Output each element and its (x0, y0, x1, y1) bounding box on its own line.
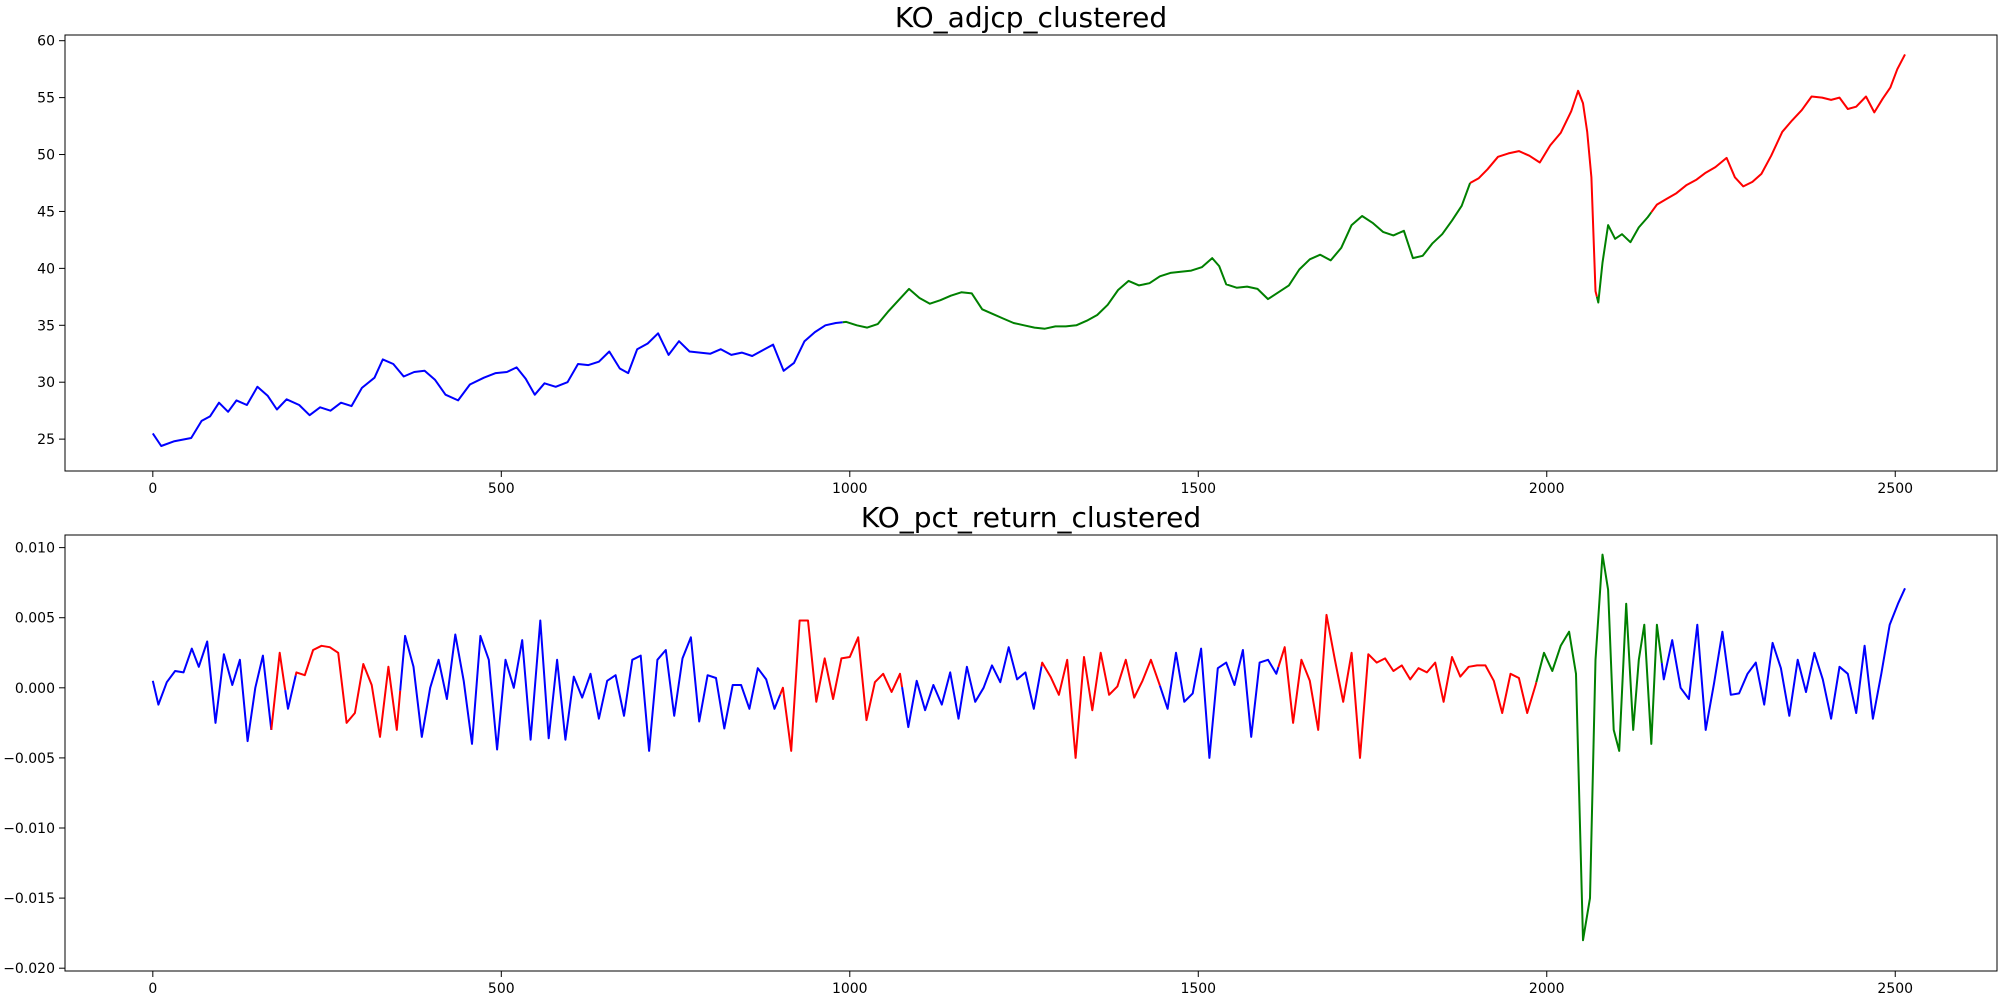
price-y-tick-label: 60 (37, 34, 55, 50)
return-x-tick-label: 500 (488, 981, 515, 997)
return-y-tick-label: 0.000 (15, 681, 55, 697)
return-y-tick-label: −0.015 (3, 891, 55, 907)
price-series-segment-green (842, 182, 1472, 330)
return-series-segment-red (294, 644, 402, 738)
price-x-tick-label: 500 (488, 481, 515, 497)
price-series-segment-green (1595, 211, 1653, 304)
price-y-tick-label: 30 (37, 375, 55, 391)
price-y-tick-label: 25 (37, 432, 55, 448)
price-x-tick-label: 1000 (832, 481, 868, 497)
return-x-tick-label: 1500 (1180, 981, 1216, 997)
price-y-tick-label: 50 (37, 148, 55, 164)
price-series-segment-blue (151, 321, 843, 447)
price-x-tick-label: 2500 (1877, 481, 1913, 497)
return-series-segment-blue (284, 675, 297, 710)
return-chart-panel: KO_pct_return_clustered 0 500 1000 1500 2000 2… (3, 501, 1998, 997)
return-y-tick-label: −0.005 (3, 751, 55, 767)
return-series-segment-blue (399, 619, 782, 752)
price-x-tick-label: 1500 (1180, 481, 1216, 497)
return-series-segment-blue (901, 646, 1043, 729)
price-y-tick-label: 55 (37, 91, 55, 107)
return-y-tick-label: −0.020 (3, 961, 55, 977)
price-series-segment-red (1469, 89, 1598, 298)
price-y-tick-label: 40 (37, 261, 55, 277)
return-x-tick-label: 2500 (1877, 981, 1913, 997)
return-plot-frame (64, 534, 1998, 972)
return-series-segment-green (1535, 553, 1663, 942)
price-y-tick-label: 35 (37, 318, 55, 334)
return-x-tick-label: 1000 (832, 981, 868, 997)
return-y-tick-label: 0.010 (15, 541, 55, 557)
return-y-tick-label: −0.010 (3, 821, 55, 837)
price-x-tick-label: 0 (148, 481, 157, 497)
return-series-segment-red (270, 651, 287, 731)
return-series-segment-red (1277, 613, 1538, 759)
return-series-segment-blue (151, 640, 273, 743)
return-x-tick-label: 2000 (1529, 981, 1565, 997)
return-series-segment-blue (1158, 647, 1280, 759)
return-series-segment-red (1040, 651, 1161, 759)
return-series-segment-red (779, 619, 904, 752)
price-y-tick-label: 45 (37, 204, 55, 220)
return-x-tick-label: 0 (148, 981, 157, 997)
return-chart-title: KO_pct_return_clustered (861, 501, 1201, 534)
price-chart-title: KO_adjcp_clustered (895, 1, 1167, 34)
return-series-segment-blue (1660, 587, 1906, 731)
price-series-segment-red (1650, 53, 1906, 213)
price-plot-frame (64, 34, 1998, 472)
return-y-tick-label: 0.005 (15, 611, 55, 627)
price-x-tick-label: 2000 (1529, 481, 1565, 497)
price-chart-panel: KO_adjcp_clustered 0 500 1000 1500 2000 2500 25… (37, 1, 1998, 497)
